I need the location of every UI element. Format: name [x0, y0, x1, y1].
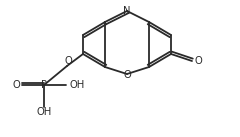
- Text: P: P: [41, 80, 47, 90]
- Text: N: N: [123, 5, 131, 15]
- Text: OH: OH: [69, 80, 84, 90]
- Text: O: O: [12, 80, 20, 90]
- Text: O: O: [123, 69, 131, 79]
- Text: O: O: [194, 56, 202, 66]
- Text: OH: OH: [36, 107, 52, 117]
- Text: O: O: [64, 56, 72, 66]
